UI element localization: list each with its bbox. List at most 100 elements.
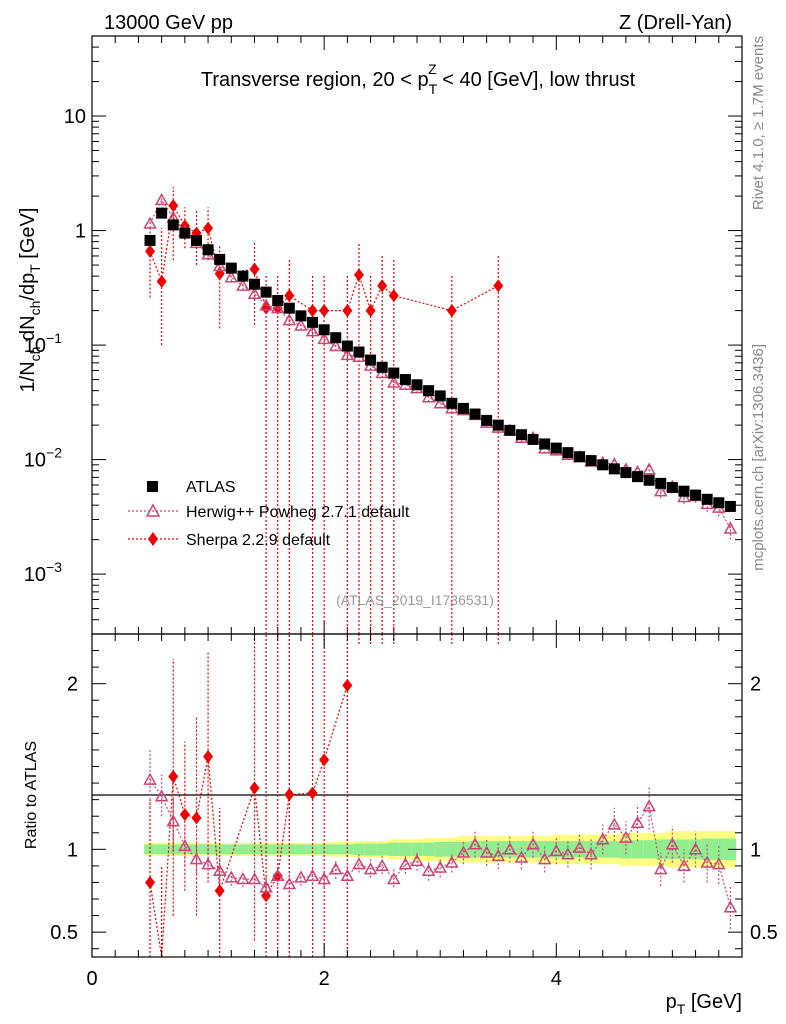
atlas-main-point: [492, 419, 504, 431]
main-y-axis-label: 1/Nch dNch/dpT [GeV]: [17, 208, 43, 393]
herwig-ratio-point: [630, 815, 645, 828]
ratio-band-inner: [434, 841, 447, 857]
sherpa-main-point: [249, 262, 260, 276]
ratio-band-inner: [271, 844, 284, 855]
atlas-main-point: [156, 207, 168, 219]
atlas-main-point: [353, 346, 365, 358]
ratio-band-inner: [260, 844, 272, 855]
ratio-y-tick-label-right: 1: [750, 839, 761, 861]
atlas-main-point: [724, 500, 736, 512]
atlas-main-point: [283, 302, 295, 314]
herwig-main-point: [282, 313, 297, 326]
herwig-ratio-point: [433, 860, 447, 873]
atlas-main-series: [144, 207, 736, 512]
main-y-tick-label: 10: [64, 106, 86, 128]
tick-exponent: −3: [46, 559, 62, 575]
sherpa-ratio-point: [307, 786, 318, 800]
atlas-main-point: [481, 414, 493, 426]
herwig-ratio-point: [561, 847, 575, 860]
ratio-band-inner: [689, 839, 702, 860]
sherpa-main-point: [145, 244, 156, 258]
atlas-main-point: [597, 459, 609, 471]
herwig-ratio-point: [317, 872, 331, 885]
ratio-band-inner: [318, 844, 330, 855]
herwig-main-point: [387, 375, 401, 388]
herwig-ratio-point: [514, 850, 529, 863]
ratio-band-inner: [248, 844, 261, 855]
atlas-main-point: [214, 253, 226, 265]
sherpa-ratio-point: [214, 884, 225, 898]
herwig-ratio-point: [189, 852, 204, 865]
ratio-y-tick-label-right: 2: [750, 674, 761, 696]
tick-base: 10: [24, 564, 46, 586]
ratio-band-inner: [550, 841, 563, 858]
herwig-ratio-point: [340, 868, 355, 881]
ratio-band-inner: [446, 841, 458, 857]
ratio-y-tick-label: 1: [67, 839, 78, 861]
herwig-main-point: [154, 192, 169, 206]
x-tick-label: 4: [551, 968, 562, 990]
sherpa-ratio-series: [145, 634, 499, 958]
sherpa-main-point: [156, 274, 167, 288]
sherpa-ratio-point: [203, 750, 214, 764]
atlas-main-point: [608, 463, 620, 475]
herwig-ratio-point: [398, 857, 413, 870]
sherpa-ratio-point: [249, 781, 260, 795]
herwig-main-point: [143, 216, 157, 229]
atlas-main-point: [655, 477, 667, 489]
herwig-ratio-point: [491, 848, 506, 862]
herwig-ratio-point: [363, 862, 378, 875]
herwig-ratio-point: [700, 855, 714, 868]
atlas-main-point: [388, 367, 400, 379]
x-tick-label: 2: [319, 968, 330, 990]
ratio-band-inner: [573, 841, 586, 858]
sherpa-main-point: [168, 199, 179, 213]
tick-base: 10: [24, 450, 46, 472]
ratio-band-inner: [155, 844, 168, 855]
herwig-ratio-point: [549, 843, 564, 857]
tick-exponent: −2: [46, 445, 62, 461]
ratio-band-inner: [643, 840, 655, 859]
herwig-main-point: [294, 318, 308, 331]
ratio-y-tick-label: 0.5: [50, 922, 78, 944]
atlas-main-point: [632, 471, 644, 483]
ratio-band-inner: [329, 844, 342, 855]
ratio-band-inner: [712, 838, 725, 861]
ratio-band-inner: [538, 841, 551, 858]
atlas-main-point: [469, 408, 481, 420]
herwig-ratio-point: [282, 877, 297, 890]
herwig-ratio-point: [259, 880, 273, 893]
ratio-band-inner: [654, 839, 667, 860]
herwig-ratio-point: [642, 799, 656, 812]
legend-atlas-label: ATLAS: [186, 479, 236, 496]
ratio-band-inner: [213, 844, 226, 855]
herwig-ratio-point: [236, 872, 250, 885]
atlas-main-point: [318, 324, 330, 336]
herwig-main-point: [340, 347, 355, 361]
main-y-tick-label: 10−2: [24, 445, 62, 472]
ratio-band-inner: [341, 844, 354, 855]
ratio-y-tick-label: 2: [67, 674, 78, 696]
process-label: Z (Drell-Yan): [619, 12, 732, 34]
sherpa-main-point: [353, 268, 364, 282]
rivet-version-label: Rivet 4.1.0, ≥ 1.7M events: [750, 36, 767, 210]
sherpa-ratio-point: [342, 678, 353, 692]
herwig-main-point: [433, 396, 447, 409]
ratio-band-inner: [422, 842, 435, 856]
analysis-id: (ATLAS_2019_I1736531): [336, 592, 494, 608]
atlas-main-point: [225, 262, 237, 274]
ratio-band-inner: [608, 841, 621, 858]
atlas-main-point: [504, 424, 516, 436]
ratio-band-inner: [237, 844, 249, 855]
ratio-panel: 0.5 0.5 1 1 2 2 0 2 4 Ratio to ATLAS pT [GeV]: [23, 633, 778, 1017]
beam-label: 13000 GeV pp: [104, 12, 233, 34]
herwig-ratio-point: [445, 855, 459, 868]
atlas-main-point: [179, 227, 191, 239]
ratio-y-axis-label: Ratio to ATLAS: [23, 741, 40, 849]
herwig-ratio-point: [375, 858, 389, 872]
atlas-main-point: [713, 497, 725, 509]
main-y-tick-label: 1: [75, 221, 86, 243]
herwig-main-point: [259, 298, 273, 311]
atlas-main-point: [457, 402, 469, 414]
